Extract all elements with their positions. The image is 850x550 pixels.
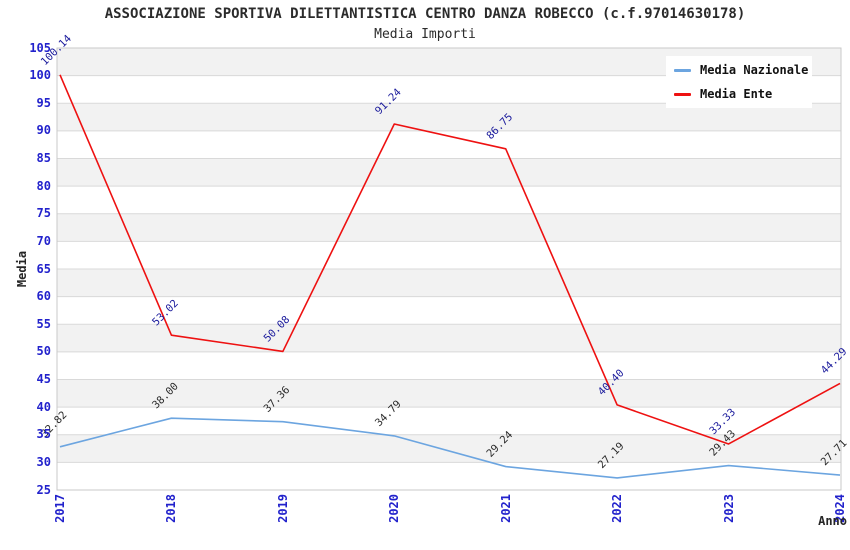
x-tick-label: 2021: [498, 494, 513, 523]
legend-line-swatch-ente: [674, 92, 691, 96]
plot-band: [57, 158, 841, 187]
legend-item-media-nazionale: Media Nazionale: [666, 60, 812, 80]
x-tick-label: 2018: [164, 494, 179, 523]
y-tick-label: 90: [36, 123, 51, 138]
y-tick-label: 65: [36, 261, 51, 276]
plot-band: [57, 324, 841, 352]
y-tick-label: 30: [36, 454, 51, 469]
x-tick-label: 2023: [721, 494, 736, 523]
y-tick-label: 80: [36, 178, 51, 193]
y-tick-label: 105: [29, 40, 51, 55]
y-tick-label: 40: [36, 399, 51, 414]
y-tick-label: 70: [36, 233, 51, 248]
plot-band: [57, 241, 841, 269]
series-line-media-nazionale: [59, 417, 841, 479]
plot-border: [56, 47, 842, 491]
legend-line-swatch-nazionale: [674, 68, 691, 72]
legend: Media Nazionale Media Ente: [666, 56, 812, 108]
plot-band: [57, 434, 841, 463]
legend-label-media-nazionale: Media Nazionale: [700, 63, 809, 77]
plot-band: [57, 186, 841, 214]
y-tick-label: 55: [36, 316, 51, 331]
x-tick-label: 2017: [53, 494, 67, 523]
legend-item-media-ente: Media Ente: [666, 84, 812, 104]
y-tick-label: 45: [36, 372, 51, 386]
plot-band: [57, 351, 841, 380]
plot-band: [57, 296, 841, 325]
series-line-media-ente: [59, 74, 841, 445]
x-tick-label: 2019: [275, 494, 290, 523]
legend-label-media-ente: Media Ente: [700, 87, 773, 101]
plot-band: [57, 130, 841, 159]
y-tick-label: 85: [36, 151, 51, 165]
plot-band: [57, 269, 841, 297]
y-tick-label: 95: [36, 95, 51, 110]
chart-subtitle: Media Importi: [374, 27, 476, 42]
chart-title: ASSOCIAZIONE SPORTIVA DILETTANTISTICA CE…: [104, 6, 746, 22]
x-axis-title: Anno: [818, 514, 847, 528]
y-tick-label: 50: [36, 344, 51, 359]
plot-band: [57, 379, 841, 408]
x-tick-label: 2022: [610, 494, 625, 523]
y-tick-label: 60: [36, 289, 51, 304]
x-tick-label: 2020: [387, 494, 402, 523]
y-tick-label: 75: [36, 206, 51, 221]
y-tick-label: 25: [36, 482, 51, 497]
plot-band: [57, 213, 841, 242]
y-tick-label: 35: [36, 427, 51, 442]
y-tick-label: 100: [29, 68, 51, 83]
plot-band: [57, 407, 841, 435]
